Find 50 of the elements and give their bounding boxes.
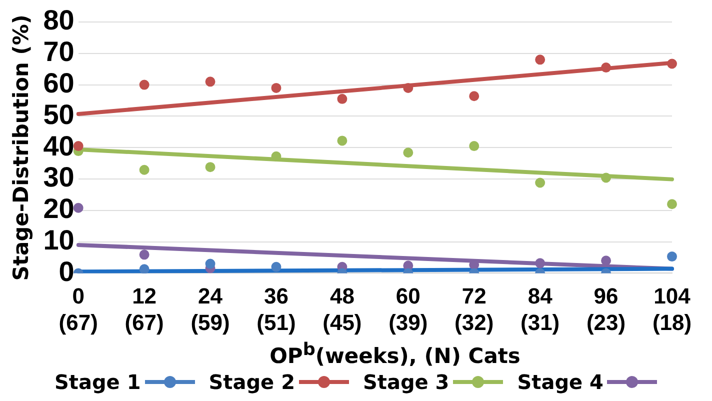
x-tick-label: 84 (31) [520,283,560,335]
x-tick-label: 24 (59) [190,283,230,335]
y-tick-label: 20 [43,193,74,224]
y-tick-label: 30 [43,162,74,193]
point [139,164,150,175]
point [667,199,677,210]
x-tick-label: 60 (39) [388,283,428,335]
point [535,178,546,188]
legend-label: Stage 2 [208,370,295,394]
point [469,141,480,152]
x-axis-title: OP$^{b}$(weeks), (N) Cats [268,340,522,368]
y-tick-label: 10 [43,224,74,256]
point [139,250,150,260]
point [535,258,546,268]
y-tick-label: 70 [43,36,74,68]
y-tick-label: 80 [43,4,74,36]
x-tick-label: 104 (18) [652,283,692,335]
y-axis-title: Stage-Distribution (%) [9,14,34,281]
point [73,202,84,213]
point [469,91,480,102]
x-tick-label: 72 (32) [454,283,494,335]
x-tick-label: 48 (45) [322,283,362,335]
point [667,252,677,262]
point [139,264,150,274]
point [403,148,414,158]
point [601,172,612,183]
point [271,151,282,162]
legend-label: Stage 1 [54,370,141,394]
legend-label: Stage 3 [363,370,450,394]
point [403,82,414,93]
x-tick-label: 12 (67) [124,283,164,335]
x-tick-label: 96 (23) [586,283,626,335]
point [205,258,216,269]
point [601,256,612,266]
point [205,162,216,172]
point [271,262,282,272]
y-tick-label: 60 [43,68,74,99]
point [271,82,282,93]
point [535,54,546,65]
point [73,141,84,152]
point [601,62,612,73]
point [337,94,348,104]
y-tick-label: 50 [43,98,74,130]
point [139,80,150,90]
point [667,58,677,69]
point [337,136,348,146]
x-tick-label: 36 (51) [256,283,296,335]
y-tick-label: 40 [43,130,74,162]
legend-label: Stage 4 [517,370,604,394]
point [205,76,216,87]
